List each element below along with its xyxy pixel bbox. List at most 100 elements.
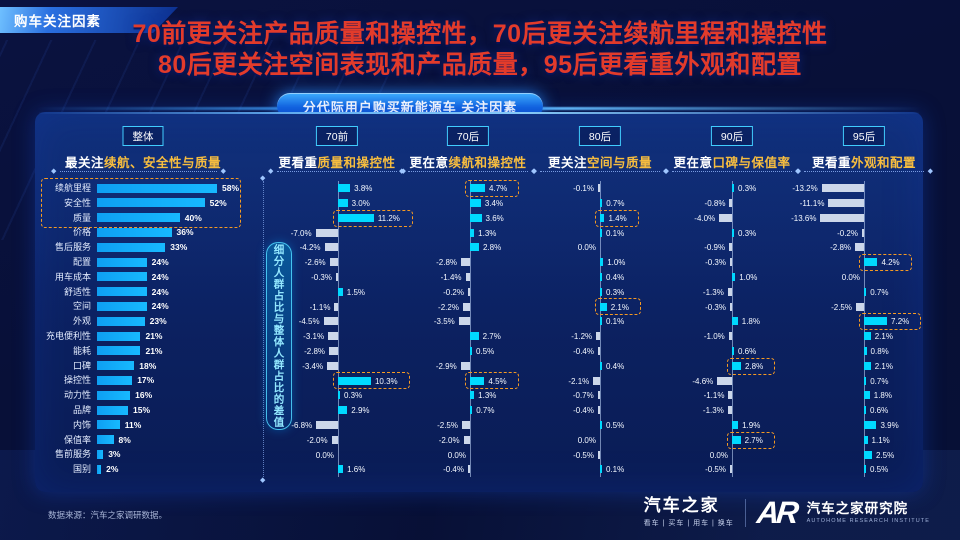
diff-value: 2.8% (482, 243, 502, 253)
diff-bar-positive (732, 273, 736, 281)
overall-top3-highlight-box (41, 177, 241, 228)
diff-value: 0.3% (738, 228, 757, 238)
diff-bar-positive (732, 361, 741, 370)
overall-value: 36% (176, 227, 194, 238)
tab-90后: 90后 (710, 126, 754, 146)
diff-value: 1.4% (608, 213, 627, 223)
diff-value: 0.1% (606, 228, 625, 238)
subtitle-highlight: 质量和操控性 (317, 156, 396, 170)
chart-title-label: 分代际用户购买新能源车 关注因素 (302, 99, 518, 115)
diff-bar-negative (336, 273, 338, 281)
diff-value: 0.5% (870, 465, 889, 475)
diff-value: -1.1% (309, 302, 331, 312)
diff-bar-negative (462, 302, 470, 311)
diff-value: 2.1% (874, 361, 893, 371)
overall-bar (97, 183, 218, 193)
diff-bar-positive (338, 406, 348, 415)
diff-value: -4.6% (692, 376, 714, 386)
diff-value: -0.3% (705, 302, 726, 312)
ar-logo-icon: AR (755, 494, 798, 530)
diff-bar-positive (338, 376, 371, 385)
overall-bar (97, 213, 180, 223)
diff-bar-negative (820, 213, 864, 222)
overall-value: 21% (145, 331, 163, 341)
diff-value: 4.5% (488, 376, 507, 386)
diff-bar-negative (316, 421, 338, 429)
diff-value: 1.3% (478, 228, 497, 238)
diff-value: -2.0% (306, 435, 328, 445)
category-label: 能耗 (72, 345, 91, 356)
diff-value: 0.3% (738, 184, 757, 194)
diff-bar-positive (470, 228, 475, 237)
diff-bar-negative (315, 228, 338, 237)
diff-value: -0.5% (705, 465, 726, 475)
diff-value: -0.3% (705, 258, 726, 268)
diff-bar-positive (470, 332, 479, 341)
diff-bar-positive (338, 465, 344, 474)
brand-tagline: 看车 | 买车 | 用车 | 换车 (643, 520, 734, 527)
category-label: 舒适性 (63, 286, 91, 297)
overall-bar (97, 405, 129, 415)
diff-value: 3.4% (484, 199, 504, 208)
diff-bar-positive (338, 213, 374, 222)
diff-value: 2.7% (744, 435, 763, 445)
diff-bar-positive (600, 361, 602, 370)
overall-value: 40% (184, 212, 202, 223)
diff-bar-negative (821, 184, 864, 193)
diff-bar-negative (727, 287, 732, 296)
category-label: 售后服务 (54, 242, 91, 253)
diff-value: -2.9% (435, 361, 457, 371)
diff-bar-negative (468, 287, 470, 296)
overall-value: 18% (139, 360, 157, 371)
diff-bar-positive (864, 361, 871, 370)
overall-value: 52% (209, 197, 227, 208)
diff-bar-positive (732, 317, 738, 326)
overall-bar (97, 346, 141, 356)
diff-bar-negative (598, 406, 600, 415)
overall-value: 24% (151, 257, 169, 267)
diff-value: 0.1% (606, 317, 625, 327)
page-title-line1: 70前更关注产品质量和操控性，70后更关注续航里程和操控性 (132, 20, 828, 48)
diff-value: 2.9% (351, 406, 370, 416)
category-label: 操控性 (63, 375, 91, 386)
diff-value: -0.5% (573, 450, 594, 460)
subtitle-prefix: 最关注 (64, 156, 104, 170)
chart-panel: 整体最关注续航、安全性与质量70前更看重质量和操控性70后更在意续航和操控性80… (35, 112, 933, 492)
diff-value: 3.6% (485, 213, 504, 223)
overall-bar (97, 227, 172, 237)
overall-value: 24% (151, 301, 169, 312)
diff-bar-negative (730, 258, 732, 267)
diff-bar-negative (596, 332, 600, 341)
diff-value: -0.4% (443, 465, 464, 475)
diff-bar-positive (470, 199, 481, 207)
diff-bar-positive (864, 332, 871, 341)
section-divider (260, 174, 265, 484)
overall-value: 24% (151, 286, 169, 297)
footer-divider (744, 498, 746, 527)
overall-value: 23% (149, 316, 167, 327)
diff-highlight-box-70前 (333, 372, 410, 390)
overall-bar (97, 464, 102, 474)
diff-bar-positive (338, 184, 351, 193)
diff-value: -3.5% (433, 317, 455, 327)
tab-80后: 80后 (578, 126, 622, 146)
diff-bar-positive (600, 317, 602, 326)
subtitle-highlight: 外观和配置 (851, 156, 917, 170)
diff-bar-negative (719, 213, 732, 222)
institute-block: 汽车之家研究院 AUTOHOME RESEARCH INSTITUTE (807, 501, 930, 524)
overall-bar (97, 449, 104, 459)
diff-value: -0.4% (573, 406, 594, 416)
diff-value: 0.0% (577, 435, 596, 445)
diff-value: -13.2% (792, 184, 818, 194)
diff-value: -2.8% (436, 258, 458, 268)
dotted-rule-70前 (268, 167, 406, 175)
diff-value: 2.8% (744, 361, 764, 371)
diff-bar-negative (729, 243, 732, 252)
diff-bar-negative (598, 184, 600, 193)
brand-name: 汽车之家 (643, 496, 720, 515)
diff-bar-negative (323, 317, 338, 326)
diff-value: 0.7% (870, 376, 889, 386)
diff-bar-positive (732, 228, 734, 237)
diff-bar-positive (732, 435, 741, 444)
diff-bar-negative (465, 273, 470, 281)
